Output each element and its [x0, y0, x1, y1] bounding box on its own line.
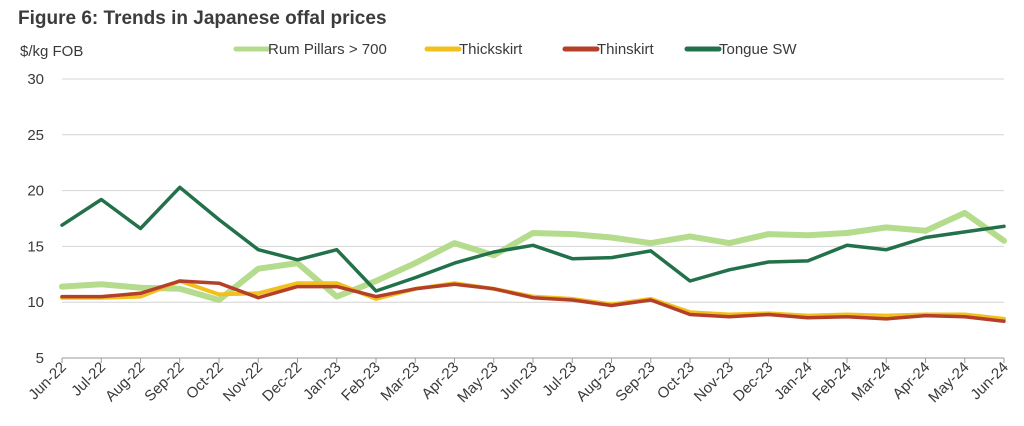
y-axis-unit-label: $/kg FOB	[20, 43, 84, 60]
legend-label-tongue-sw: Tongue SW	[719, 41, 797, 58]
x-tick-label: May-23	[454, 359, 501, 406]
y-tick-label: 20	[27, 183, 44, 200]
legend-label-rum-pillars-700: Rum Pillars > 700	[268, 41, 387, 58]
x-tick-label: Jun-24	[967, 359, 1011, 403]
x-tick-label: Oct-22	[183, 359, 227, 403]
series-line-thinskirt	[60, 279, 1006, 323]
series-lines	[59, 185, 1007, 323]
y-tick-label: 10	[27, 294, 44, 311]
x-tick-label: Oct-23	[654, 359, 698, 403]
x-tick-label: Dec-22	[259, 359, 305, 405]
x-axis-ticks: Jun-22Jul-22Aug-22Sep-22Oct-22Nov-22Dec-…	[25, 358, 1012, 406]
x-tick-label: Aug-22	[102, 359, 148, 405]
y-tick-label: 15	[27, 238, 44, 255]
x-tick-label: Sep-23	[612, 359, 658, 405]
y-tick-label: 30	[27, 71, 44, 88]
series-line-rum-pillars-700	[59, 209, 1007, 303]
x-tick-label: Aug-23	[573, 359, 619, 405]
x-tick-label: Sep-22	[141, 359, 187, 405]
x-tick-label: Nov-23	[691, 359, 737, 405]
x-tick-label: Jan-23	[300, 359, 344, 403]
x-tick-label: Feb-23	[338, 359, 384, 405]
legend-label-thinskirt: Thinskirt	[597, 41, 655, 58]
x-tick-label: Jan-24	[771, 359, 815, 403]
y-tick-label: 5	[36, 350, 44, 367]
x-tick-label: Mar-23	[377, 359, 423, 405]
y-tick-label: 25	[27, 127, 44, 144]
x-tick-label: Nov-22	[220, 359, 266, 405]
x-tick-label: Jun-22	[25, 359, 69, 403]
x-tick-label: Dec-23	[730, 359, 776, 405]
x-tick-label: Feb-24	[809, 359, 855, 405]
x-tick-label: May-24	[925, 359, 972, 406]
series-line-thickskirt	[60, 279, 1006, 321]
series-line-tongue-sw	[60, 185, 1006, 293]
legend: Rum Pillars > 700 Thickskirt Thinskirt Tong…	[233, 41, 797, 58]
x-tick-label: Mar-24	[848, 359, 894, 405]
legend-label-thickskirt: Thickskirt	[459, 41, 523, 58]
x-tick-label: Jun-23	[496, 359, 540, 403]
y-axis-ticks: 5 10 15 20 25 30	[27, 71, 44, 367]
chart-title: Figure 6: Trends in Japanese offal price…	[18, 8, 387, 29]
